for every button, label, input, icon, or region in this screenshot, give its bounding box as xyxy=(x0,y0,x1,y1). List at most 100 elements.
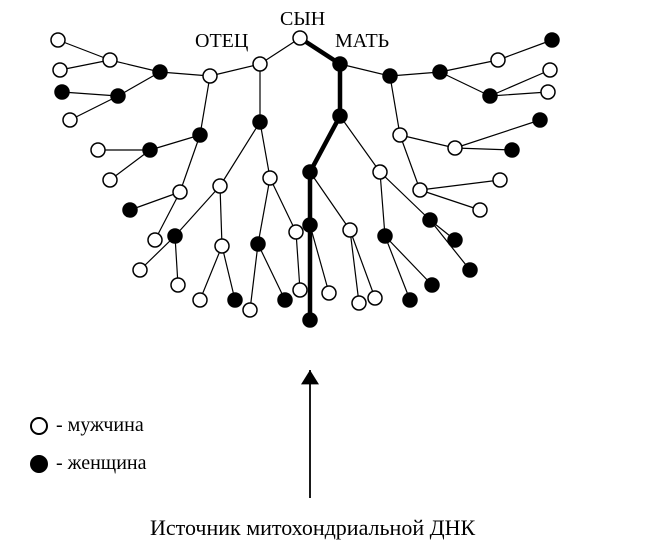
node-female xyxy=(463,263,477,277)
node-male xyxy=(343,223,357,237)
node-male xyxy=(352,296,366,310)
node-male xyxy=(263,171,277,185)
node-male xyxy=(543,63,557,77)
node-female xyxy=(378,229,392,243)
node-male xyxy=(215,239,229,253)
node-female xyxy=(111,89,125,103)
node-female xyxy=(153,65,167,79)
node-male xyxy=(491,53,505,67)
node-male xyxy=(173,185,187,199)
tree-edge xyxy=(200,76,210,135)
node-male xyxy=(133,263,147,277)
node-female xyxy=(433,65,447,79)
node-male xyxy=(322,286,336,300)
node-female xyxy=(545,33,559,47)
node-male xyxy=(373,165,387,179)
tree-edge xyxy=(385,236,432,285)
tree-edge xyxy=(440,72,490,96)
node-female xyxy=(303,165,317,179)
tree-edge xyxy=(180,135,200,192)
node-male xyxy=(413,183,427,197)
node-male xyxy=(51,33,65,47)
node-female xyxy=(251,237,265,251)
node-female xyxy=(448,233,462,247)
tree-edge xyxy=(258,244,285,300)
legend-male-text: - мужчина xyxy=(56,414,144,437)
tree-edge xyxy=(250,244,258,310)
circle-filled-icon xyxy=(30,455,48,473)
tree-edge xyxy=(220,186,222,246)
legend-male: - мужчина xyxy=(30,414,144,437)
label-mother: МАТЬ xyxy=(335,30,389,53)
tree-edge xyxy=(440,60,498,72)
caption-mtDNA: Источник митохондриальной ДНК xyxy=(150,515,475,541)
tree-edge xyxy=(296,232,300,290)
node-female xyxy=(168,229,182,243)
node-female xyxy=(253,115,267,129)
node-male xyxy=(368,291,382,305)
node-female xyxy=(333,57,347,71)
node-female xyxy=(278,293,292,307)
node-female xyxy=(483,89,497,103)
node-male xyxy=(293,283,307,297)
node-male xyxy=(203,69,217,83)
tree-edge xyxy=(455,148,512,150)
node-female xyxy=(333,109,347,123)
tree-edge xyxy=(62,92,118,96)
node-male xyxy=(541,85,555,99)
node-female xyxy=(123,203,137,217)
node-male xyxy=(91,143,105,157)
tree-edge xyxy=(380,172,385,236)
tree-edge xyxy=(310,116,340,172)
node-female xyxy=(403,293,417,307)
tree-edge xyxy=(70,96,118,120)
tree-edge xyxy=(420,190,480,210)
node-female xyxy=(423,213,437,227)
node-female xyxy=(303,218,317,232)
node-male xyxy=(148,233,162,247)
tree-edge xyxy=(390,76,400,135)
node-female xyxy=(303,313,317,327)
node-male xyxy=(293,31,307,45)
tree-edge xyxy=(455,120,540,148)
node-female xyxy=(383,69,397,83)
node-female xyxy=(55,85,69,99)
node-male xyxy=(103,53,117,67)
node-female xyxy=(505,143,519,157)
node-male xyxy=(448,141,462,155)
node-male xyxy=(213,179,227,193)
tree-edge xyxy=(150,135,200,150)
tree-edge xyxy=(498,40,552,60)
node-male xyxy=(243,303,257,317)
legend-female: - женщина xyxy=(30,452,146,475)
tree-edge xyxy=(258,178,270,244)
tree-edge xyxy=(58,40,110,60)
tree-edge xyxy=(260,122,270,178)
node-male xyxy=(63,113,77,127)
node-female xyxy=(193,128,207,142)
node-female xyxy=(143,143,157,157)
tree-edge xyxy=(340,116,380,172)
node-female xyxy=(425,278,439,292)
node-male xyxy=(289,225,303,239)
legend-female-text: - женщина xyxy=(56,452,146,475)
node-female xyxy=(228,293,242,307)
arrow-head-icon xyxy=(301,370,319,384)
tree-edge xyxy=(400,135,455,148)
tree-edge xyxy=(270,178,296,232)
node-male xyxy=(473,203,487,217)
label-father: ОТЕЦ xyxy=(195,30,248,53)
node-female xyxy=(533,113,547,127)
node-male xyxy=(253,57,267,71)
tree-edge xyxy=(400,135,420,190)
tree-edge xyxy=(200,246,222,300)
tree-edge xyxy=(310,225,329,293)
tree-edge xyxy=(222,246,235,300)
label-son: СЫН xyxy=(280,8,325,31)
node-male xyxy=(393,128,407,142)
node-male xyxy=(193,293,207,307)
node-male xyxy=(103,173,117,187)
circle-open-icon xyxy=(30,417,48,435)
node-male xyxy=(53,63,67,77)
tree-edge xyxy=(220,122,260,186)
